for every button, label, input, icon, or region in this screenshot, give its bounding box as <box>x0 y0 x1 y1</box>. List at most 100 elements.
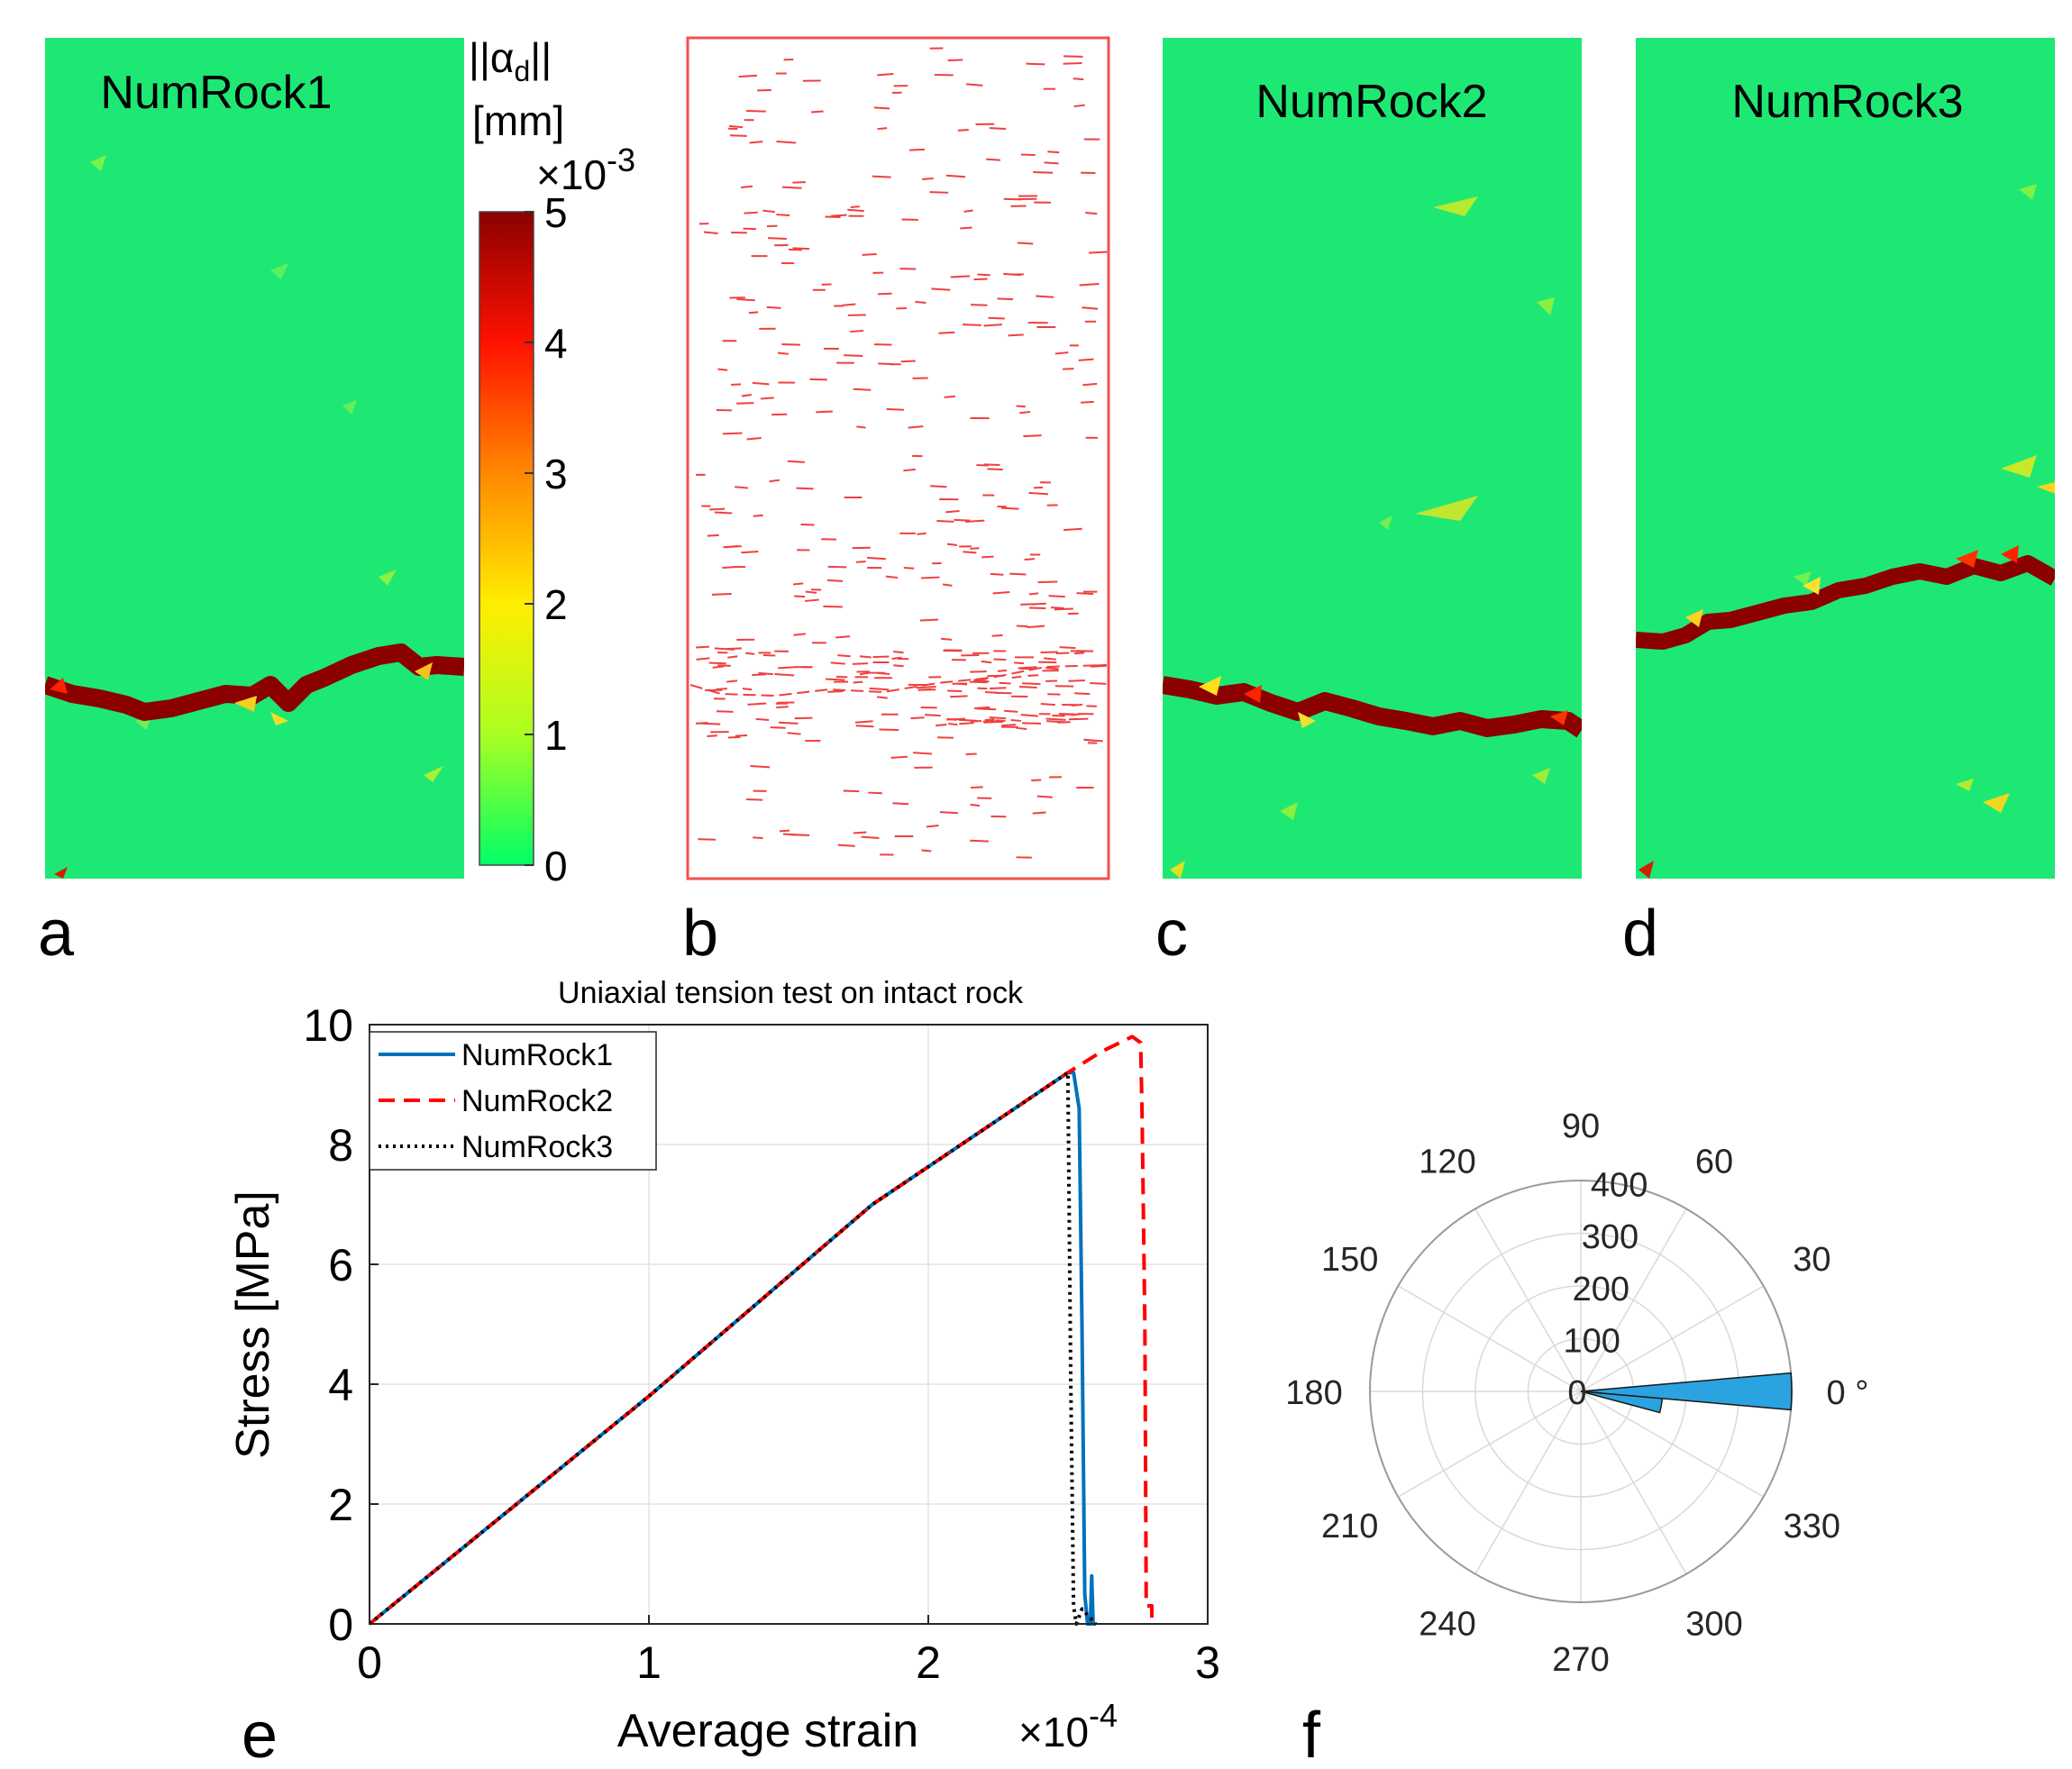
microcrack-mark <box>741 394 752 397</box>
microcrack-mark <box>1045 667 1059 670</box>
microcrack-mark <box>708 661 726 665</box>
microcrack-mark <box>915 300 926 304</box>
microcrack-mark <box>1023 434 1042 438</box>
microcrack-mark <box>997 670 1008 672</box>
polar-angle-label: 0 ° <box>1827 1374 1869 1412</box>
microcrack-mark <box>1028 592 1039 596</box>
chart-e-ylabel: Stress [MPa] <box>227 1190 279 1459</box>
microcrack-mark <box>745 798 763 801</box>
microcrack-mark <box>1048 595 1065 598</box>
x-tick-label: 0 <box>357 1637 382 1688</box>
microcrack-mark <box>731 383 742 386</box>
legend-label-numrock3: NumRock3 <box>461 1130 613 1164</box>
microcrack-mark <box>800 523 815 526</box>
microcrack-mark <box>711 592 732 596</box>
microcrack-mark <box>877 696 888 699</box>
microcrack-mark <box>1044 161 1059 165</box>
microcrack-mark <box>1000 506 1019 510</box>
chart-e-xlabel: Average strain <box>617 1705 918 1757</box>
microcrack-mark <box>794 595 806 598</box>
microcrack-mark <box>974 706 990 710</box>
microcrack-mark <box>1063 61 1082 65</box>
microcrack-mark <box>730 134 747 137</box>
colorbar-title-main: ||α <box>469 34 515 81</box>
microcrack-mark <box>947 59 963 62</box>
microcrack-mark <box>827 690 844 693</box>
microcrack-mark <box>872 655 890 659</box>
microcrack-mark <box>1073 78 1084 81</box>
microcrack-mark <box>973 278 988 281</box>
microcrack-mark <box>1085 212 1098 215</box>
microcrack-mark <box>1043 657 1056 661</box>
microcrack-mark <box>993 658 1007 661</box>
microcrack-mark <box>987 468 1003 470</box>
microcrack-mark <box>855 725 874 728</box>
microcrack-mark <box>729 124 744 129</box>
microcrack-mark <box>1032 811 1046 815</box>
microcrack-mark <box>1008 333 1024 337</box>
microcrack-mark <box>1046 720 1065 724</box>
microcrack-mark <box>946 717 957 721</box>
panel-c-specks <box>1170 196 1555 879</box>
microcrack-mark <box>709 507 726 511</box>
microcrack-mark <box>958 718 978 722</box>
microcrack-mark <box>1016 726 1027 730</box>
microcrack-mark <box>873 106 890 110</box>
microcrack-mark <box>954 518 971 522</box>
microcrack-mark <box>722 432 743 435</box>
microcrack-mark <box>850 329 864 333</box>
legend-label-numrock2: NumRock2 <box>461 1084 613 1118</box>
microcrack-mark <box>999 681 1011 685</box>
microcrack-mark <box>753 514 763 517</box>
chart-e-x-multiplier-exp: -4 <box>1089 1697 1118 1734</box>
microcrack-mark <box>752 381 770 386</box>
microcrack-mark <box>746 109 766 113</box>
microcrack-mark <box>912 752 933 755</box>
microcrack-mark <box>922 177 934 180</box>
panel-d-letter: d <box>1622 898 1658 970</box>
panel-c: NumRock2 c <box>1155 38 1582 970</box>
chart-e-x-multiplier-base: ×10 <box>1018 1709 1089 1755</box>
polar-angle-label: 270 <box>1552 1641 1609 1679</box>
microcrack-mark <box>1037 580 1058 584</box>
microcrack-mark <box>1059 646 1076 650</box>
microcrack-mark <box>770 726 786 729</box>
panel-c-label: NumRock2 <box>1255 76 1487 128</box>
colorbar: ||αd|| [mm] ×10-3 5 4 3 2 1 0 <box>469 34 635 889</box>
microcrack-mark <box>696 645 710 649</box>
microcrack-mark <box>1014 661 1025 665</box>
microcrack-mark <box>930 485 947 488</box>
microcrack-mark <box>1054 351 1069 355</box>
microcrack-mark <box>755 717 770 722</box>
microcrack-mark <box>1036 795 1053 798</box>
microcrack-mark <box>891 656 902 660</box>
microcrack-mark <box>1063 55 1083 58</box>
microcrack-mark <box>768 237 787 240</box>
microcrack-mark <box>959 722 974 725</box>
x-tick-label: 3 <box>1195 1637 1220 1688</box>
microcrack-mark <box>760 397 774 400</box>
microcrack-mark <box>712 665 725 669</box>
microcrack-mark <box>950 275 971 278</box>
microcrack-mark <box>1079 283 1100 287</box>
microcrack-mark <box>920 576 940 579</box>
chart-e-legend: NumRock1 NumRock2 NumRock3 <box>369 1031 657 1171</box>
crack-d <box>1636 555 2055 650</box>
panel-d-label: NumRock3 <box>1731 76 1963 128</box>
microcrack-mark <box>868 791 882 795</box>
x-tick-label: 2 <box>916 1637 941 1688</box>
microcrack-mark <box>746 436 762 441</box>
polar-spoke <box>1474 1208 1582 1392</box>
polar-angle-label: 90 <box>1562 1108 1600 1145</box>
microcrack-mark <box>859 671 870 676</box>
polar-angle-label: 300 <box>1685 1605 1742 1643</box>
microcrack-mark <box>908 425 924 429</box>
microcrack-mark <box>1028 491 1048 496</box>
microcrack-mark <box>782 186 802 189</box>
microcrack-mark <box>900 360 916 363</box>
panel-c-letter: c <box>1155 898 1188 970</box>
microcrack-mark <box>787 460 805 463</box>
microcrack-mark <box>862 252 877 256</box>
microcrack-mark <box>992 591 1010 595</box>
